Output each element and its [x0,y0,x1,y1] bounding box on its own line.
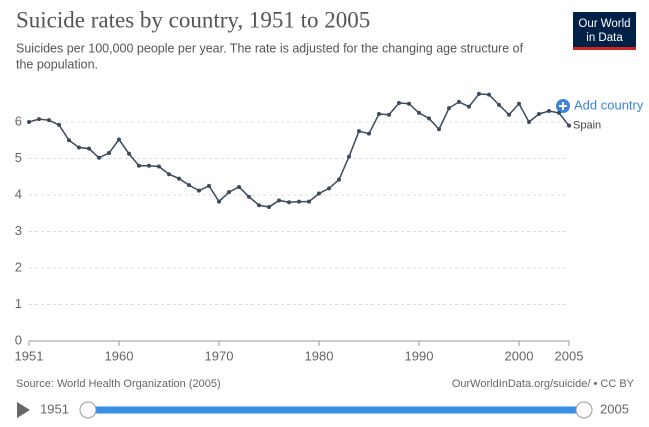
data-point [57,122,61,127]
add-icon-plus [559,102,567,110]
data-point [247,194,251,199]
data-point [277,198,281,203]
data-point [517,101,521,106]
data-point [267,205,271,210]
data-point [67,138,71,143]
data-point [467,104,471,109]
data-point [177,176,181,181]
data-point [457,99,461,104]
data-point [387,112,391,117]
data-point [227,190,231,195]
data-point [377,111,381,116]
data-point [47,118,51,123]
timeline-end: 2005 [600,401,629,416]
data-point [567,123,571,128]
data-point [537,111,541,116]
data-point [357,129,361,134]
data-point [297,199,301,204]
data-point [207,183,211,188]
y-tick-label: 0 [15,332,22,347]
y-tick-label: 5 [15,150,22,165]
logo-bar [573,47,636,50]
data-point [527,120,531,124]
x-tick-label: 1960 [105,348,134,363]
data-point [27,120,31,124]
x-tick-label: 1980 [305,348,334,363]
data-point [107,151,111,156]
data-point [287,200,291,205]
data-point [407,101,411,106]
y-tick-label: 4 [15,186,22,201]
data-point [37,117,41,122]
data-point [337,177,341,182]
data-point [197,188,201,193]
data-point [317,191,321,196]
data-point [217,199,221,204]
series-line [28,93,570,208]
timeline-start: 1951 [40,401,69,416]
add-country[interactable]: Add country [574,97,644,112]
x-tick-label: 1990 [405,348,434,363]
data-point [117,137,121,142]
y-tick-label: 6 [15,113,22,128]
data-point [87,146,91,151]
data-point [327,186,331,191]
data-point [417,110,421,115]
data-point [557,110,561,115]
data-point [507,112,511,117]
subtitle: Suicides per 100,000 people per year. Th… [16,41,524,55]
x-tick-label: 1970 [205,348,234,363]
chart-title: Suicide rates by country, 1951 to 2005 [16,7,370,32]
legend-label: Spain [573,120,601,132]
data-point [447,106,451,111]
license[interactable]: OurWorldInData.org/suicide/ • CC BY [452,378,635,390]
data-point [127,151,131,156]
data-point [187,183,191,188]
x-tick-label: 2000 [505,348,534,363]
data-point [487,92,491,97]
y-tick-label: 3 [15,223,22,238]
data-point [147,163,151,168]
x-tick-label: 2005 [555,348,584,363]
data-point [237,184,241,189]
add-country-button[interactable]: Add country [556,97,644,113]
data-point [77,145,81,150]
data-point [427,116,431,121]
data-point [437,127,441,132]
data-point [167,172,171,177]
data-point [547,109,551,114]
data-point [497,102,501,107]
data-point [97,155,101,160]
data-point [367,131,371,136]
y-tick-label: 2 [15,259,22,274]
timeline-handle[interactable] [79,401,97,419]
play-button[interactable] [17,402,30,418]
data-point [137,163,141,168]
data-point [257,203,261,208]
logo-text[interactable]: Our World [578,18,630,30]
subtitle: the population. [16,57,98,71]
data-point [307,199,311,204]
data-point [347,154,351,159]
timeline-handle[interactable] [575,401,593,419]
y-tick-label: 1 [15,296,22,311]
logo-text[interactable]: in Data [586,32,623,44]
logo-box[interactable] [573,12,636,50]
data-point [477,91,481,96]
source[interactable]: Source: World Health Organization (2005) [16,378,221,390]
data-point [397,101,401,106]
x-tick-label: 1951 [15,348,44,363]
data-point [157,164,161,169]
